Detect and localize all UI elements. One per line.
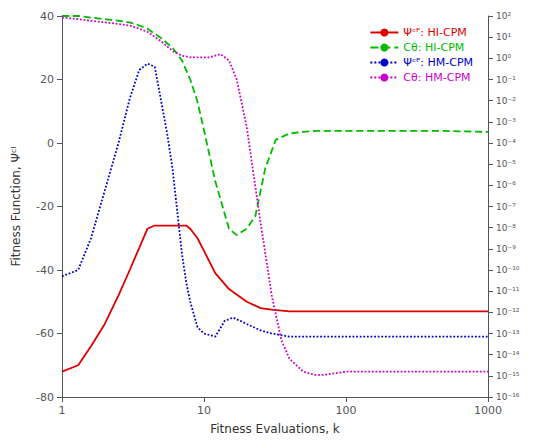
svg-text:10⁻⁴: 10⁻⁴ [496, 138, 516, 148]
svg-text:40: 40 [40, 10, 54, 23]
svg-text:1: 1 [59, 404, 66, 417]
svg-text:10⁰: 10⁰ [496, 53, 511, 63]
svg-text:10²: 10² [496, 11, 511, 21]
svg-text:Fitness Evaluations, k: Fitness Evaluations, k [210, 422, 340, 436]
svg-text:-60: -60 [36, 327, 54, 340]
svg-text:-40: -40 [36, 264, 54, 277]
svg-text:10⁻¹⁵: 10⁻¹⁵ [496, 371, 520, 381]
svg-text:1000: 1000 [474, 404, 502, 417]
svg-text:Fitness Function, Ψᶜᴵ: Fitness Function, Ψᶜᴵ [9, 146, 23, 266]
svg-text:-80: -80 [36, 391, 54, 404]
svg-text:10⁻¹⁰: 10⁻¹⁰ [496, 265, 520, 275]
svg-text:Cθ: HI-CPM: Cθ: HI-CPM [403, 41, 464, 54]
svg-text:20: 20 [40, 73, 54, 86]
svg-text:10¹: 10¹ [496, 32, 511, 42]
svg-text:10: 10 [197, 404, 211, 417]
svg-text:-20: -20 [36, 200, 54, 213]
svg-text:10⁻⁶: 10⁻⁶ [496, 180, 516, 190]
svg-text:10⁻⁷: 10⁻⁷ [496, 202, 516, 212]
svg-text:10⁻¹¹: 10⁻¹¹ [496, 286, 520, 296]
svg-text:100: 100 [336, 404, 357, 417]
svg-text:10⁻¹⁴: 10⁻¹⁴ [496, 350, 520, 360]
svg-text:10⁻¹⁶: 10⁻¹⁶ [496, 392, 520, 402]
svg-text:Cθ: HM-CPM: Cθ: HM-CPM [403, 71, 470, 84]
svg-text:10⁻¹: 10⁻¹ [496, 75, 516, 85]
svg-text:Ψᶜᴾ: HI-CPM: Ψᶜᴾ: HI-CPM [403, 26, 466, 39]
svg-text:Ψᶜᴾ: HM-CPM: Ψᶜᴾ: HM-CPM [403, 56, 473, 69]
svg-text:0: 0 [47, 137, 54, 150]
svg-text:10⁻⁹: 10⁻⁹ [496, 244, 516, 254]
svg-text:10⁻⁵: 10⁻⁵ [496, 159, 516, 169]
svg-text:10⁻³: 10⁻³ [496, 117, 516, 127]
svg-text:10⁻¹²: 10⁻¹² [496, 307, 520, 317]
svg-text:10⁻⁸: 10⁻⁸ [496, 223, 516, 233]
svg-text:10⁻¹³: 10⁻¹³ [496, 329, 520, 339]
svg-text:10⁻²: 10⁻² [496, 96, 516, 106]
